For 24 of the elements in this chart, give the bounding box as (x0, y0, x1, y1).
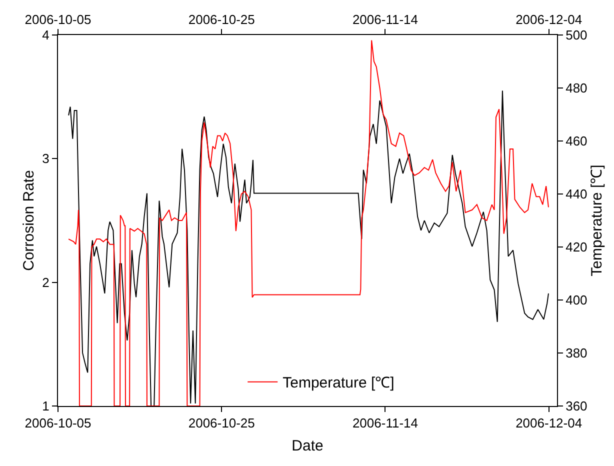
y-tick-label: 4 (42, 28, 50, 43)
x2-tick-label: 2006-11-14 (352, 416, 418, 431)
y2-tick-label: 360 (566, 398, 588, 414)
x2-tick-label: 2006-12-04 (516, 416, 582, 431)
x2-tick-label: 2006-10-05 (24, 416, 92, 431)
y2-tick-label: 420 (566, 240, 588, 255)
x-tick-label: 2006-10-05 (24, 12, 92, 27)
y2-tick-label: 380 (566, 346, 588, 361)
x-tick-label: 2006-10-25 (188, 12, 255, 27)
x2-tick-label: 2006-10-25 (188, 416, 255, 431)
x-tick-label: 2006-11-14 (352, 12, 418, 27)
y2-tick-label: 400 (566, 292, 588, 308)
y2-tick-label: 440 (566, 186, 588, 202)
x-tick-label: 2006-12-04 (516, 12, 582, 27)
y2-tick-label: 480 (566, 80, 588, 96)
y-tick-label: 1 (42, 398, 50, 414)
y-tick-label: 2 (42, 274, 50, 290)
legend-label: Temperature [℃] (282, 374, 394, 392)
y2-axis-title: Temperature [℃] (588, 164, 606, 276)
y2-tick-label: 500 (566, 28, 588, 43)
x-axis-title: Date (292, 438, 324, 455)
y2-tick-label: 460 (566, 134, 588, 149)
y-tick-label: 3 (42, 151, 50, 166)
y-axis-title: Corrosion Rate (20, 170, 38, 271)
